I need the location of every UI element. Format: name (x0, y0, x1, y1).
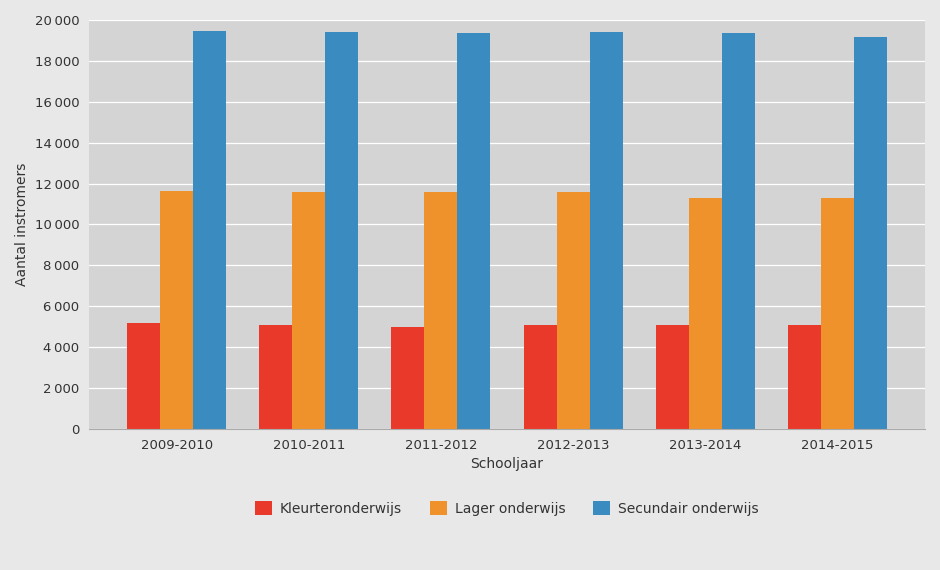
Bar (424, 192, 458, 429)
Bar (722, 33, 755, 429)
Bar (656, 324, 689, 429)
Bar (325, 32, 358, 429)
Bar (589, 32, 622, 429)
Bar (292, 192, 325, 429)
Bar (391, 327, 424, 429)
Bar (193, 31, 227, 429)
X-axis label: Schooljaar: Schooljaar (471, 457, 543, 471)
Bar (458, 33, 491, 429)
Bar (259, 324, 292, 429)
Bar (821, 198, 854, 429)
Bar (854, 38, 887, 429)
Legend: Kleurteronderwijs, Lager onderwijs, Secundair onderwijs: Kleurteronderwijs, Lager onderwijs, Secu… (255, 501, 759, 516)
Bar (788, 324, 821, 429)
Bar (524, 324, 556, 429)
Bar (556, 192, 589, 429)
Bar (127, 323, 160, 429)
Bar (689, 198, 722, 429)
Bar (160, 191, 193, 429)
Y-axis label: Aantal instromers: Aantal instromers (15, 162, 29, 286)
